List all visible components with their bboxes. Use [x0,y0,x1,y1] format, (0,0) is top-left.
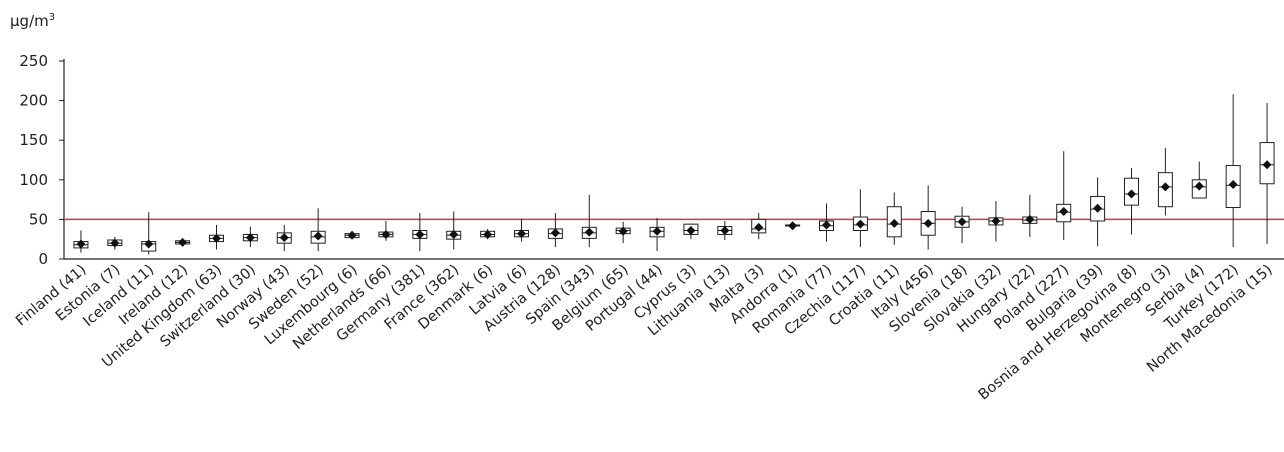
box-25 [886,192,902,245]
box-19 [683,223,699,240]
box-12 [446,211,462,250]
box-26 [920,185,936,250]
box-mean-marker [1059,206,1069,216]
box-mean-marker [686,225,696,235]
box-mean-marker [110,238,120,248]
box-mean-marker [822,220,831,230]
box-3 [141,212,157,255]
box-mean-marker [1194,181,1204,191]
box-mean-marker [144,239,154,249]
box-mean-marker [1228,180,1238,190]
y-tick-label: 0 [38,250,48,268]
box-36 [1259,102,1275,244]
box-17 [615,221,631,244]
box-mean-marker [923,218,933,228]
box-31 [1090,177,1106,247]
box-mean-marker [415,229,425,239]
box-21 [751,213,767,240]
x-tick-labels: Finland (41)Estonia (7)Iceland (11)Irela… [13,262,1275,404]
y-axis-unit-superscript: 3 [49,12,55,23]
box-32 [1124,167,1139,235]
boxes-group [73,94,1275,255]
box-22 [785,221,801,231]
box-28 [988,201,1004,242]
box-mean-marker [720,225,730,235]
box-mean-marker [584,227,594,237]
box-mean-marker [788,221,798,231]
y-tick-label: 150 [19,131,48,149]
box-mean-marker [76,239,86,249]
axes: 0 50 100 150 200 250 [19,52,1284,268]
box-14 [514,218,529,242]
box-23 [819,203,834,242]
box-6 [242,226,258,248]
box-2 [107,236,123,250]
box-mean-marker [279,233,289,243]
box-mean-marker [1093,203,1103,213]
box-mean-marker [957,217,967,227]
box-18 [649,217,665,252]
box-24 [852,189,868,248]
box-16 [581,194,597,248]
box-mean-marker [652,226,662,236]
box-20 [717,220,733,240]
box-mean-marker [550,228,560,238]
y-axis-unit-label: µg/m3 [10,12,55,30]
box-13 [480,228,496,240]
box-30 [1056,151,1072,240]
box-mean-marker [449,229,459,239]
box-mean-marker [1262,160,1272,170]
box-mean-marker [178,237,188,247]
box-mean-marker [517,229,526,239]
box-35 [1225,94,1241,248]
y-tick-label: 250 [19,52,48,70]
box-mean-marker [1025,214,1035,224]
box-9 [344,230,360,240]
box-11 [412,213,428,252]
box-29 [1022,194,1038,237]
box-mean-marker [483,229,493,239]
y-tick-label: 50 [29,210,48,228]
box-mean-marker [347,230,357,240]
box-5 [209,224,224,250]
box-33 [1157,148,1173,216]
box-34 [1191,161,1207,199]
box-mean-marker [245,233,255,243]
box-mean-marker [1127,189,1136,199]
box-mean-marker [855,219,865,229]
box-mean-marker [991,216,1001,226]
box-mean-marker [889,218,899,228]
box-mean-marker [313,231,323,241]
box-15 [547,213,563,248]
box-8 [310,208,326,252]
y-tick-label: 200 [19,92,48,110]
box-1 [73,230,89,253]
box-27 [954,206,970,244]
box-mean-marker [1160,182,1170,192]
box-4 [175,237,191,247]
box-7 [276,224,292,252]
box-mean-marker [381,229,391,239]
box-mean-marker [754,222,764,232]
box-mean-marker [618,226,628,236]
y-axis-unit-base: µg/m [10,12,49,30]
y-tick-label: 100 [19,171,48,189]
box-mean-marker [212,233,221,243]
box-10 [378,220,394,241]
